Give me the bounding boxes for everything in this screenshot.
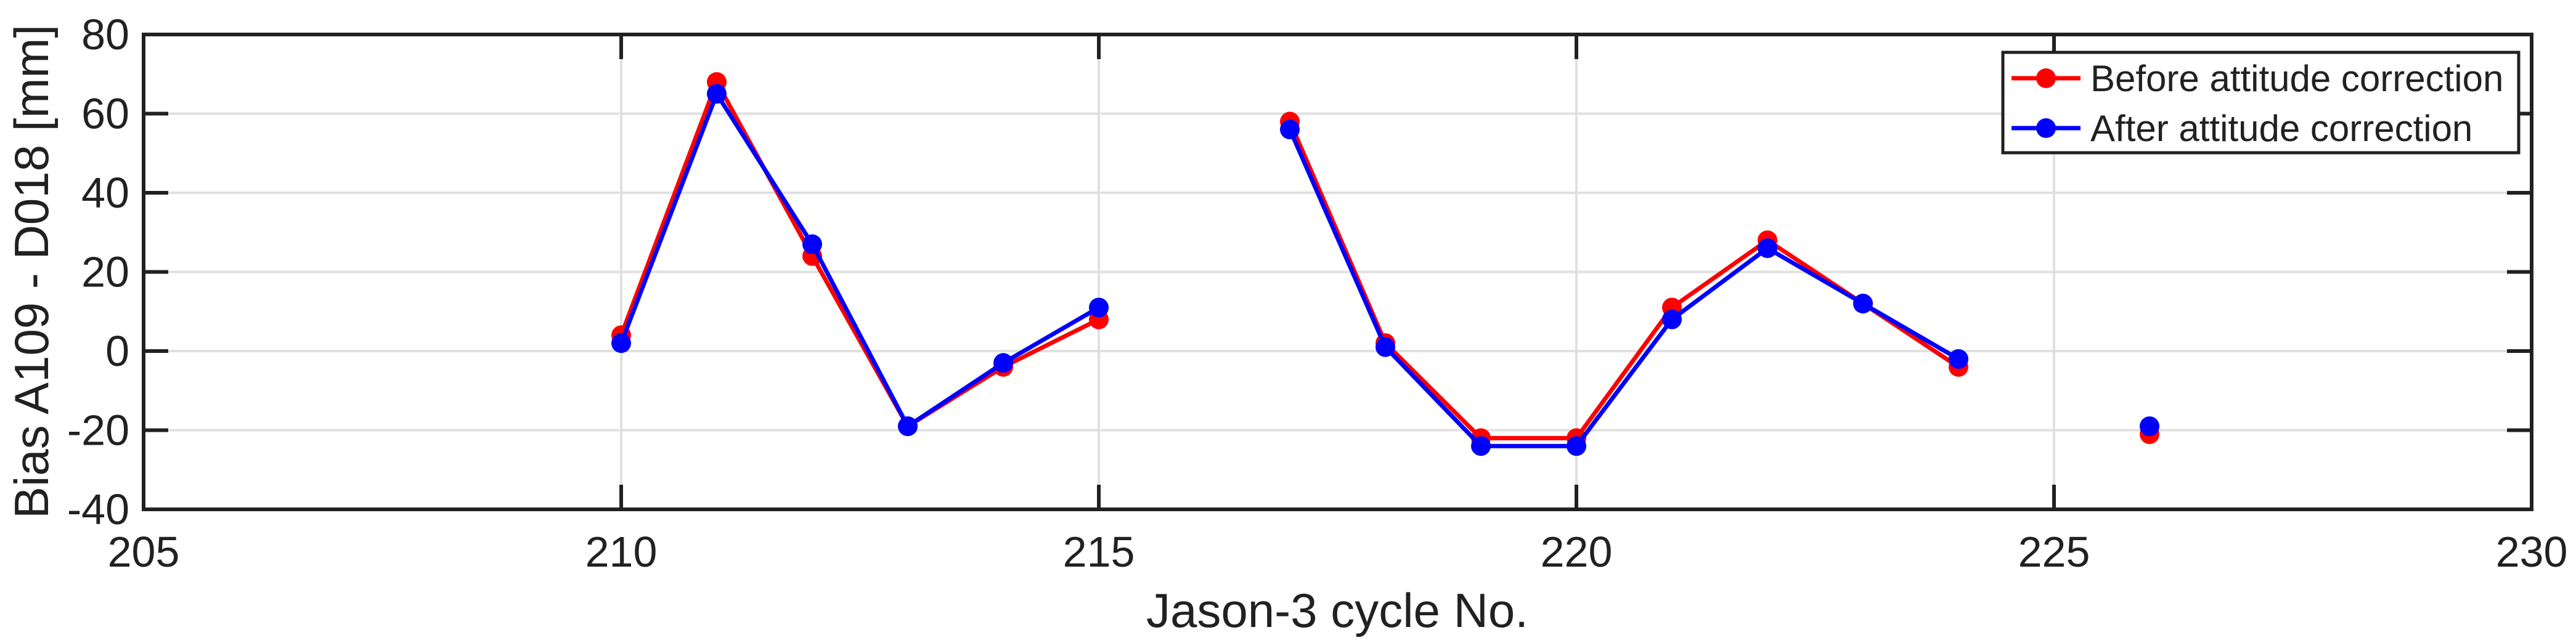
data-point-marker: [1567, 436, 1586, 456]
data-point-marker: [993, 353, 1013, 373]
series-line: [619, 89, 1100, 430]
x-tick-label: 215: [1063, 528, 1135, 576]
x-axis-label: Jason-3 cycle No.: [1146, 583, 1528, 637]
data-point-marker: [2140, 416, 2159, 437]
data-point-marker: [707, 84, 727, 104]
legend-entry-after: After attitude correction: [2011, 108, 2472, 149]
plot-frame: [142, 33, 2533, 511]
x-tick-label: 225: [2018, 528, 2090, 576]
data-point-marker: [1376, 337, 1395, 357]
data-point-marker: [802, 234, 822, 254]
legend-marker-blue-icon: [2036, 118, 2056, 138]
data-point-marker: [1758, 238, 1777, 258]
data-point-marker: [1280, 119, 1300, 140]
series-before: [611, 72, 2159, 448]
legend-entry-before: Before attitude correction: [2011, 58, 2503, 99]
x-tick-label: 205: [108, 528, 180, 576]
series-layer: [611, 72, 2159, 456]
y-tick-label: 0: [105, 327, 129, 375]
data-point-marker: [1471, 436, 1491, 456]
x-tick-label: 220: [1541, 528, 1613, 576]
legend-marker-red-icon: [2036, 68, 2056, 88]
data-point-marker: [611, 333, 631, 354]
data-point-marker: [1089, 297, 1109, 318]
data-point-marker: [898, 416, 918, 437]
legend-label-after: After attitude correction: [2090, 108, 2472, 149]
series-line: [1287, 128, 1960, 448]
series-after: [611, 84, 2159, 456]
x-tick-label: 230: [2496, 528, 2568, 576]
data-point-marker: [1662, 309, 1682, 330]
legend: Before attitude correction After attitud…: [2001, 51, 2521, 155]
y-tick-label: -40: [67, 485, 129, 533]
axis-label-layer: Jason-3 cycle No. Bias A109 - D018 [mm]: [4, 25, 1528, 637]
x-tick-label: 210: [585, 528, 658, 576]
series-line: [1287, 120, 1960, 440]
y-tick-label: 80: [81, 10, 129, 59]
data-point-marker: [1949, 349, 1968, 369]
frame-layer: [142, 33, 2533, 511]
y-tick-label: 60: [81, 90, 129, 138]
y-axis-label: Bias A109 - D018 [mm]: [4, 25, 59, 519]
y-tick-label: 20: [81, 248, 129, 296]
data-point-marker: [1853, 293, 1873, 313]
y-tick-label: 40: [81, 169, 129, 217]
y-tick-label: -20: [67, 406, 129, 455]
series-line: [619, 76, 1100, 429]
legend-label-before: Before attitude correction: [2090, 58, 2503, 99]
tick-label-layer: 205 210 215 220 225 230 -40 -20 0 20 40 60 80: [67, 10, 2568, 576]
legend-box: [2001, 51, 2521, 155]
